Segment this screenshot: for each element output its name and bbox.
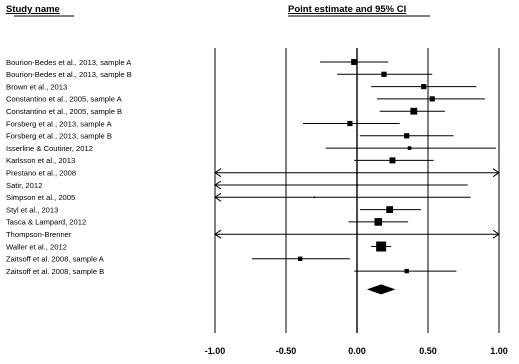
study-label-2: Brown et al., 2013 <box>6 82 67 91</box>
study-label-4: Constantino et al., 2005, sample B <box>6 107 122 116</box>
point-estimate-8 <box>389 157 396 164</box>
ci-arrow-left-9 <box>214 168 222 178</box>
point-estimate-12 <box>386 206 394 213</box>
x-tick-label-2: 0.00 <box>348 346 366 356</box>
ci-arrow-left-11 <box>214 192 222 202</box>
study-row-16 <box>251 256 350 261</box>
study-name-header: Study name <box>6 4 60 15</box>
study-row-7 <box>325 146 497 150</box>
study-row-17 <box>354 268 457 274</box>
study-label-6: Forsberg et al., 2013, sample B <box>6 132 112 141</box>
study-row-3 <box>376 96 485 102</box>
study-row-12 <box>359 206 421 213</box>
point-estimate-7 <box>407 146 412 150</box>
point-estimate-4 <box>410 107 418 115</box>
study-row-4 <box>379 107 446 115</box>
x-tick-label-1: -0.50 <box>276 346 297 356</box>
point-estimate-10 <box>356 184 358 186</box>
study-label-11: Simpson et al., 2005 <box>6 193 75 202</box>
study-row-14 <box>214 229 500 239</box>
ci-arrow-right-14 <box>492 229 500 239</box>
point-estimate-13 <box>374 218 383 226</box>
point-estimate-5 <box>347 120 353 127</box>
study-label-12: Styl et al., 2013 <box>6 205 58 214</box>
point-estimate-15 <box>376 241 387 252</box>
study-row-0 <box>320 59 389 65</box>
point-estimate-6 <box>404 133 410 139</box>
study-row-2 <box>371 84 477 90</box>
study-row-10 <box>214 180 468 190</box>
point-estimate-0 <box>351 59 358 65</box>
point-estimate-2 <box>421 84 427 90</box>
point-estimate-14 <box>356 233 358 235</box>
study-label-14: Thompson-Brenner <box>6 230 72 239</box>
point-estimate-1 <box>381 71 387 77</box>
study-label-15: Waller et al., 2012 <box>6 242 67 251</box>
ci-arrow-left-10 <box>214 180 222 190</box>
x-tick-label-0: -1.00 <box>205 346 226 356</box>
study-label-9: Prestano et al., 2008 <box>6 169 76 178</box>
x-tick-label-3: 0.50 <box>419 346 437 356</box>
study-label-16: Zaitsoff et al. 2008, sample A <box>6 255 105 264</box>
study-label-8: Karlsson et al., 2013 <box>6 156 75 165</box>
study-label-0: Bourion-Bedes et al., 2013, sample A <box>6 58 132 67</box>
x-tick-label-4: 1.00 <box>490 346 508 356</box>
study-labels: Bourion-Bedes et al., 2013, sample A Bour… <box>6 58 132 276</box>
x-axis-tick-labels: -1.00 -0.50 0.00 0.50 1.00 <box>205 346 508 356</box>
point-estimate-17 <box>404 268 409 274</box>
study-label-3: Constantino et al., 2005, sample A <box>6 95 123 104</box>
study-row-8 <box>354 157 434 164</box>
study-label-13: Tasca & Lampard, 2012 <box>6 218 86 227</box>
study-row-15 <box>371 241 392 252</box>
study-label-5: Forsberg et al., 2013, sample A <box>6 119 112 128</box>
ci-arrow-left-14 <box>214 229 222 239</box>
study-row-13 <box>348 218 409 226</box>
study-label-1: Bourion-Bedes et al., 2013, sample B <box>6 70 132 79</box>
study-row-6 <box>359 133 454 139</box>
study-row-5 <box>303 120 400 127</box>
study-label-10: Satir, 2012 <box>6 181 42 190</box>
summary-diamond <box>366 284 396 295</box>
point-estimate-11 <box>313 196 316 199</box>
point-estimate-9 <box>356 171 358 174</box>
plot-frame <box>14 15 500 333</box>
study-row-1 <box>337 71 433 77</box>
study-row-9 <box>214 168 500 178</box>
plot-header: Point estimate and 95% CI <box>288 4 406 15</box>
study-row-11 <box>214 192 471 202</box>
study-label-7: Isserline & Coutirier, 2012 <box>6 144 93 153</box>
ci-arrow-right-9 <box>492 168 500 178</box>
point-estimate-3 <box>429 96 435 102</box>
study-label-17: Zaitsoff et al. 2008, sample B <box>6 267 104 276</box>
point-estimate-16 <box>298 256 303 261</box>
study-marks <box>214 59 500 295</box>
